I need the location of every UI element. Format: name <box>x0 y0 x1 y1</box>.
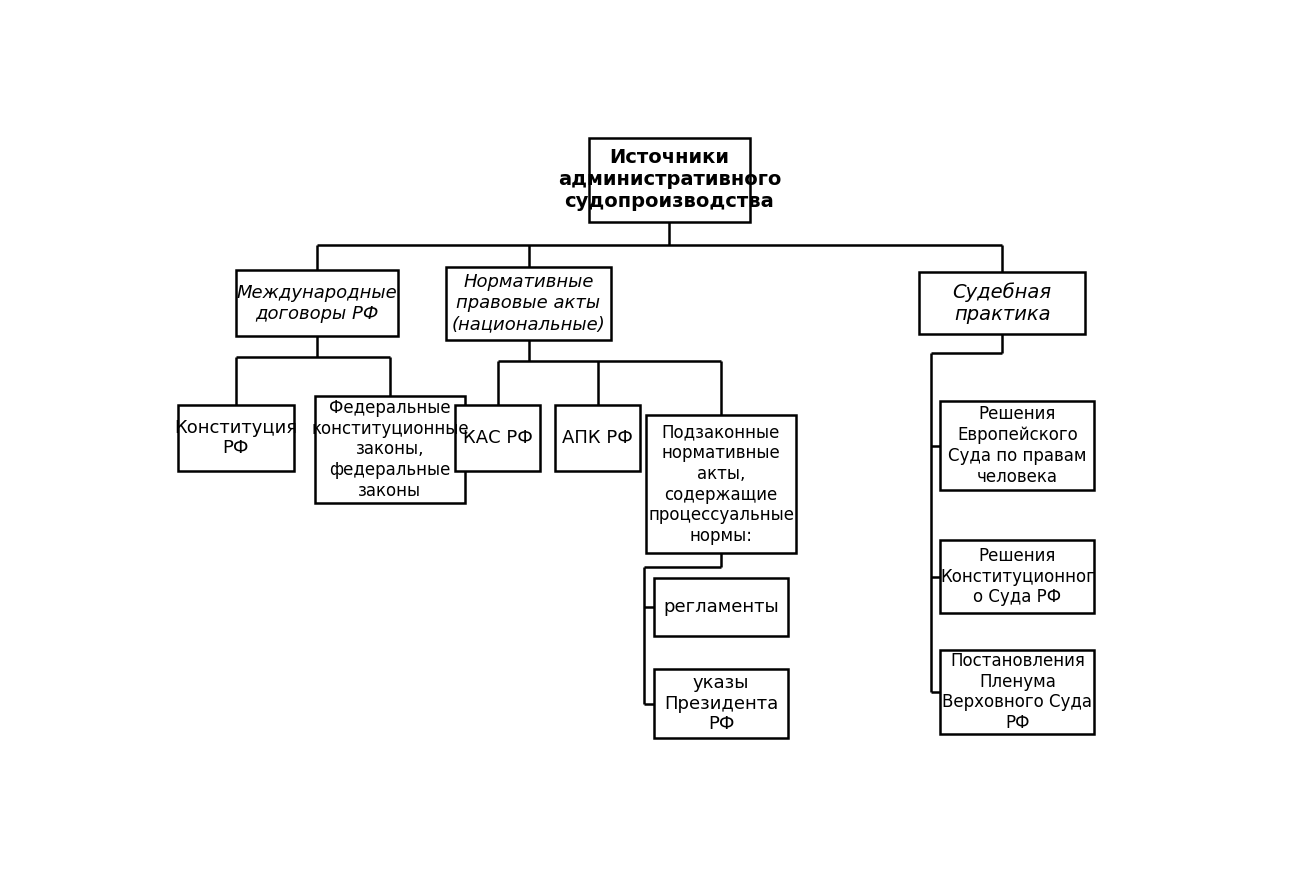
FancyBboxPatch shape <box>555 405 640 471</box>
Text: АПК РФ: АПК РФ <box>562 429 634 447</box>
FancyBboxPatch shape <box>237 271 397 336</box>
FancyBboxPatch shape <box>315 395 465 504</box>
Text: КАС РФ: КАС РФ <box>463 429 533 447</box>
Text: Решения
Конституционног
о Суда РФ: Решения Конституционног о Суда РФ <box>940 546 1095 606</box>
FancyBboxPatch shape <box>178 405 294 471</box>
Text: Международные
договоры РФ: Международные договоры РФ <box>237 284 397 322</box>
Text: Источники
административного
судопроизводства: Источники административного судопроизвод… <box>558 149 782 212</box>
Text: Федеральные
конституционные
законы,
федеральные
законы: Федеральные конституционные законы, феде… <box>311 399 469 500</box>
FancyBboxPatch shape <box>654 669 788 738</box>
Text: Подзаконные
нормативные
акты,
содержащие
процессуальные
нормы:: Подзаконные нормативные акты, содержащие… <box>648 423 795 545</box>
FancyBboxPatch shape <box>446 267 612 340</box>
Text: Нормативные
правовые акты
(национальные): Нормативные правовые акты (национальные) <box>452 273 605 333</box>
FancyBboxPatch shape <box>455 405 540 471</box>
Text: регламенты: регламенты <box>663 598 779 616</box>
Text: Решения
Европейского
Суда по правам
человека: Решения Европейского Суда по правам чело… <box>949 406 1086 486</box>
Text: Судебная
практика: Судебная практика <box>953 282 1052 324</box>
FancyBboxPatch shape <box>588 138 750 222</box>
FancyBboxPatch shape <box>941 540 1094 613</box>
FancyBboxPatch shape <box>646 415 796 554</box>
FancyBboxPatch shape <box>941 401 1094 490</box>
FancyBboxPatch shape <box>941 650 1094 734</box>
Text: Постановления
Пленума
Верховного Суда
РФ: Постановления Пленума Верховного Суда РФ <box>942 651 1093 732</box>
FancyBboxPatch shape <box>919 272 1085 334</box>
Text: Конституция
РФ: Конституция РФ <box>174 418 298 457</box>
Text: указы
Президента
РФ: указы Президента РФ <box>664 674 778 733</box>
FancyBboxPatch shape <box>654 578 788 636</box>
